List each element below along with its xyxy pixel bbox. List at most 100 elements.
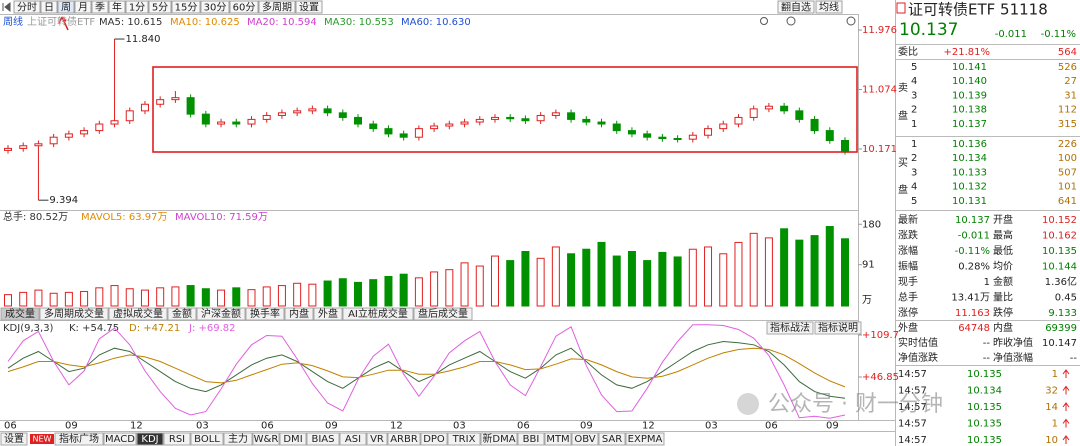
indicator-tab-label[interactable]: AI立桩成交量 [348, 307, 408, 320]
toolbar-button-label[interactable]: 均线 [819, 1, 839, 14]
toolbar-button[interactable] [815, 0, 843, 14]
indicator-tab[interactable] [54, 432, 104, 446]
period-button[interactable] [13, 0, 41, 14]
indicator-tab[interactable] [413, 307, 473, 321]
indicator-tab-label[interactable]: MTM [546, 434, 569, 445]
indicator-tab[interactable] [517, 432, 545, 446]
period-button[interactable] [148, 0, 172, 14]
period-label[interactable]: 多周期 [262, 1, 292, 14]
indicator-tab[interactable] [313, 307, 343, 321]
indicator-tab-label[interactable]: 指标广场 [59, 432, 99, 445]
indicator-tab-label[interactable]: 金额 [172, 307, 192, 320]
period-button[interactable] [171, 0, 201, 14]
period-label[interactable]: 15分 [175, 2, 198, 14]
indicator-tab-label[interactable]: 主力 [228, 432, 248, 445]
indicator-tab[interactable] [339, 432, 367, 446]
indicator-tab-label[interactable]: 外盘 [318, 307, 338, 320]
indicator-tab-label[interactable]: BIAS [312, 434, 335, 445]
indicator-tab-label[interactable]: RSI [169, 434, 185, 445]
period-button[interactable] [108, 0, 126, 14]
period-button[interactable] [125, 0, 149, 14]
period-button[interactable] [57, 0, 75, 14]
indicator-tab-label[interactable]: SAR [602, 434, 622, 445]
indicator-tab-label[interactable]: TRIX [452, 434, 476, 445]
period-label[interactable]: 30分 [204, 2, 227, 14]
indicator-tab-label[interactable]: MACD [105, 434, 135, 445]
indicator-button-label[interactable]: 指标说明 [818, 321, 858, 334]
indicator-tab[interactable] [108, 307, 168, 321]
indicator-tab[interactable] [39, 307, 109, 321]
indicator-tab-label[interactable]: DPO [423, 434, 445, 445]
indicator-tab-label[interactable]: 盘后成交量 [418, 307, 468, 320]
indicator-tab-label[interactable]: EXPMA [628, 434, 663, 445]
period-label[interactable]: 季 [95, 2, 105, 14]
indicator-tab-label[interactable]: ASI [345, 434, 361, 445]
close-icon[interactable] [846, 16, 856, 26]
period-label[interactable]: 年 [112, 1, 122, 14]
indicator-tab[interactable] [420, 432, 448, 446]
indicator-tab-label[interactable]: 沪深金额 [201, 307, 241, 320]
indicator-tab-label[interactable]: 成交量 [5, 307, 35, 320]
indicator-tab-label[interactable]: 内盘 [289, 307, 309, 320]
period-label[interactable]: 5分 [152, 2, 168, 14]
indicator-button[interactable] [814, 321, 862, 335]
indicator-tab[interactable] [306, 432, 340, 446]
indicator-tab[interactable] [387, 432, 421, 446]
indicator-tab-label[interactable]: DMI [283, 434, 302, 445]
settings-button[interactable] [0, 432, 28, 446]
indicator-tab[interactable] [167, 307, 197, 321]
period-button[interactable] [91, 0, 109, 14]
period-label[interactable]: 设置 [299, 2, 319, 14]
indicator-tab[interactable] [196, 307, 246, 321]
indicator-tab-label[interactable]: VR [370, 434, 384, 445]
indicator-tab-label[interactable]: OBV [574, 434, 595, 445]
indicator-tab[interactable] [447, 432, 481, 446]
period-label[interactable]: 周 [61, 2, 71, 14]
settings-icon[interactable] [786, 16, 796, 26]
indicator-tab[interactable] [223, 432, 253, 446]
indicator-tab-label[interactable]: 虚拟成交量 [113, 307, 163, 320]
period-button[interactable] [229, 0, 259, 14]
indicator-tab[interactable] [245, 307, 285, 321]
period-label[interactable]: 60分 [233, 2, 256, 14]
toolbar-button-label[interactable]: 翻自选 [781, 1, 811, 14]
indicator-tab[interactable] [625, 432, 665, 446]
indicator-tab[interactable] [544, 432, 572, 446]
indicator-tab[interactable] [136, 432, 164, 446]
indicator-tab-label[interactable]: 新DMA [482, 432, 515, 445]
eye-icon[interactable] [760, 17, 768, 25]
indicator-tab[interactable] [284, 307, 314, 321]
period-button[interactable] [295, 0, 323, 14]
period-button[interactable] [74, 0, 92, 14]
indicator-tab-label[interactable]: 多周期成交量 [44, 307, 104, 320]
indicator-tab[interactable] [598, 432, 626, 446]
indicator-button[interactable] [766, 321, 814, 335]
indicator-tab[interactable] [252, 432, 280, 446]
indicator-tab-label[interactable]: 换手率 [250, 307, 280, 320]
period-button[interactable] [40, 0, 58, 14]
indicator-tab[interactable] [103, 432, 137, 446]
indicator-tab-label[interactable]: KDJ [141, 434, 158, 445]
indicator-tab[interactable] [571, 432, 599, 446]
period-label[interactable]: 月 [78, 2, 88, 14]
indicator-tab-label[interactable]: W&R [254, 434, 279, 445]
indicator-tab-label[interactable]: BOLL [194, 434, 220, 445]
toolbar-button[interactable] [777, 0, 815, 14]
indicator-tab[interactable] [366, 432, 388, 446]
indicator-tab-label[interactable]: BBI [523, 434, 540, 445]
indicator-tab[interactable] [342, 307, 414, 321]
period-button[interactable] [258, 0, 296, 14]
indicator-tab[interactable] [0, 307, 40, 321]
period-label[interactable]: 1分 [129, 2, 145, 14]
period-button[interactable] [200, 0, 230, 14]
nav-icon[interactable] [2, 1, 11, 13]
indicator-tab[interactable] [190, 432, 224, 446]
indicator-tab[interactable] [480, 432, 518, 446]
period-label[interactable]: 分时 [17, 2, 37, 14]
indicator-tab-label[interactable]: ARBR [390, 434, 418, 445]
period-label[interactable]: 日 [44, 3, 54, 14]
indicator-tab[interactable] [163, 432, 191, 446]
settings-label[interactable]: 设置 [4, 433, 24, 445]
indicator-tab[interactable] [279, 432, 307, 446]
indicator-button-label[interactable]: 指标战法 [770, 321, 810, 334]
